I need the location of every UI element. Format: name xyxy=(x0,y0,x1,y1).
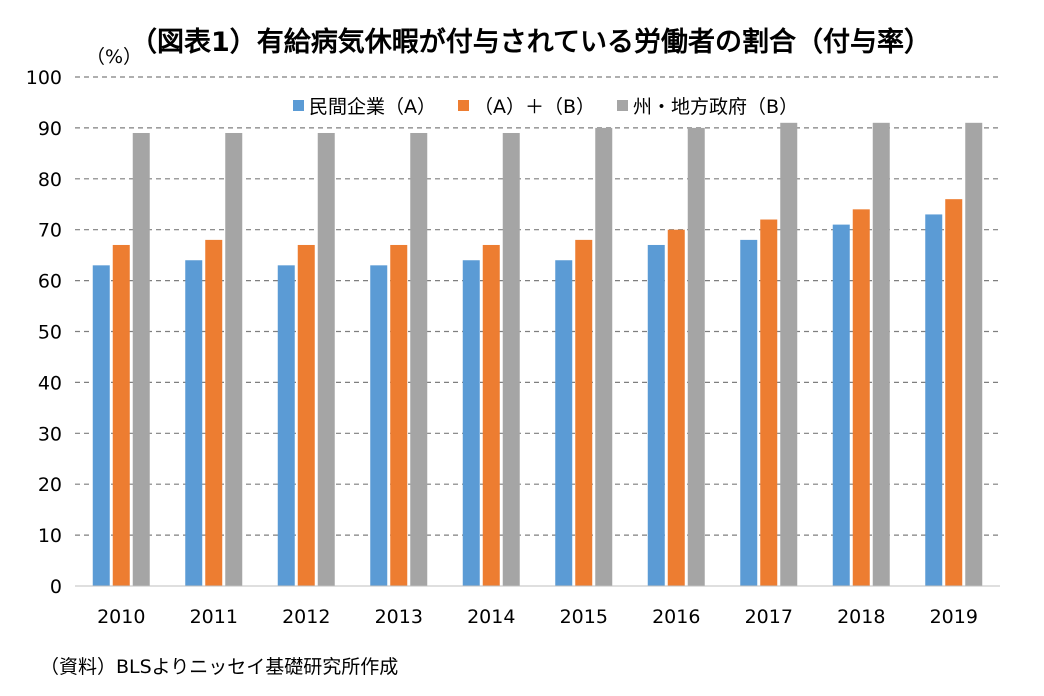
bar-2012-series-2 xyxy=(317,132,335,587)
y-tick-label: 50 xyxy=(38,322,62,344)
y-tick-label: 100 xyxy=(26,67,62,89)
legend: 民間企業（A） （A）＋（B） 州・地方政府（B） xyxy=(293,92,821,119)
bar-2017-series-0 xyxy=(740,239,758,586)
x-tick-label: 2013 xyxy=(375,606,423,628)
y-tick-label: 0 xyxy=(50,576,62,598)
bar-2018-series-2 xyxy=(872,122,890,586)
bar-2014-series-1 xyxy=(482,244,500,586)
source-note: （資料）BLSよりニッセイ基礎研究所作成 xyxy=(40,656,399,678)
y-tick-label: 90 xyxy=(38,118,62,140)
y-tick-label: 30 xyxy=(38,423,62,445)
chart-title: （図表1）有給病気休暇が付与されている労働者の割合（付与率） xyxy=(130,27,931,58)
bar-2017-series-1 xyxy=(760,219,778,586)
x-tick-label: 2011 xyxy=(190,606,238,628)
bar-2013-series-1 xyxy=(390,244,408,586)
bar-2010-series-0 xyxy=(92,265,110,586)
x-axis-ticks: 2010 2011 2012 2013 2014 2015 2016 2017 2018 2019 xyxy=(97,606,978,628)
legend-item-private: 民間企業（A） xyxy=(293,92,436,119)
bar-2015-series-2 xyxy=(595,127,613,587)
bar-2015-series-0 xyxy=(555,260,573,586)
legend-item-government: 州・地方政府（B） xyxy=(617,92,798,119)
y-tick-label: 80 xyxy=(38,169,62,191)
bar-2016-series-0 xyxy=(647,244,665,586)
x-tick-label: 2015 xyxy=(560,606,608,628)
bar-2012-series-1 xyxy=(297,244,315,586)
y-tick-label: 40 xyxy=(38,372,62,394)
x-tick-label: 2014 xyxy=(467,606,515,628)
legend-label-government: 州・地方政府（B） xyxy=(633,96,799,118)
legend-swatch-total xyxy=(458,100,469,111)
y-axis-ticks: 0 10 20 30 40 50 60 70 80 90 100 xyxy=(26,67,62,598)
bar-2010-series-2 xyxy=(132,132,150,587)
bar-2019-series-1 xyxy=(945,199,963,586)
legend-swatch-private xyxy=(293,100,304,111)
bar-2018-series-0 xyxy=(832,224,850,587)
bar-2014-series-0 xyxy=(462,260,480,586)
bar-2017-series-2 xyxy=(780,122,798,586)
bar-2011-series-0 xyxy=(185,260,203,586)
bar-2011-series-1 xyxy=(205,239,223,586)
y-axis-unit: （%） xyxy=(86,46,143,68)
bar-2015-series-1 xyxy=(575,239,593,586)
x-tick-label: 2010 xyxy=(97,606,145,628)
bar-2013-series-2 xyxy=(410,132,428,587)
bar-2019-series-0 xyxy=(925,214,943,586)
legend-label-total: （A）＋（B） xyxy=(474,96,596,118)
bar-2012-series-0 xyxy=(277,265,295,586)
bar-2019-series-2 xyxy=(965,122,983,586)
bar-2013-series-0 xyxy=(370,265,388,586)
bars xyxy=(92,122,983,587)
x-tick-label: 2019 xyxy=(930,606,978,628)
x-tick-label: 2017 xyxy=(745,606,793,628)
bar-2016-series-2 xyxy=(687,127,705,587)
bar-2018-series-1 xyxy=(852,209,870,586)
y-tick-label: 70 xyxy=(38,220,62,242)
bar-2011-series-2 xyxy=(225,132,243,587)
bar-2016-series-1 xyxy=(667,229,685,586)
y-tick-label: 60 xyxy=(38,271,62,293)
legend-item-total: （A）＋（B） xyxy=(458,92,595,119)
y-tick-label: 10 xyxy=(38,525,62,547)
bar-2010-series-1 xyxy=(112,244,130,586)
x-tick-label: 2016 xyxy=(652,606,700,628)
legend-swatch-government xyxy=(617,100,629,111)
legend-label-private: 民間企業（A） xyxy=(309,96,436,118)
y-tick-label: 20 xyxy=(38,474,62,496)
bar-2014-series-2 xyxy=(502,132,520,587)
x-tick-label: 2018 xyxy=(837,606,885,628)
x-tick-label: 2012 xyxy=(282,606,330,628)
